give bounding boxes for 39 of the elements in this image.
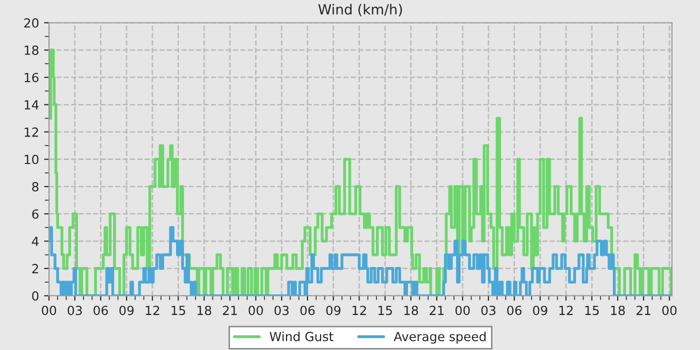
x-tick-label: 18 <box>404 306 418 316</box>
y-tick-label: 16 <box>24 72 38 82</box>
x-tick-label: 06 <box>300 306 315 316</box>
x-tick-label: 18 <box>611 306 625 316</box>
x-tick-label: 06 <box>507 306 522 316</box>
y-tick-label: 2 <box>32 264 38 274</box>
legend-label: Wind Gust <box>270 332 334 342</box>
x-tick-label: 12 <box>352 306 366 315</box>
x-tick-label: 21 <box>430 306 444 315</box>
x-tick-label: 09 <box>326 306 340 316</box>
x-tick-label: 12 <box>559 306 573 315</box>
x-tick-label: 12 <box>146 306 160 315</box>
x-tick-label: 03 <box>68 306 82 316</box>
y-tick-label: 20 <box>24 18 38 28</box>
x-tick-label: 09 <box>119 306 134 316</box>
y-tick-label: 10 <box>24 154 38 164</box>
y-tick-label: 14 <box>24 100 39 110</box>
y-tick-label: 8 <box>32 182 38 192</box>
x-tick-label: 15 <box>172 306 186 316</box>
y-tick-label: 18 <box>24 46 38 55</box>
y-tick-label: 4 <box>32 236 39 246</box>
legend-label: Average speed <box>394 332 486 344</box>
x-tick-label: 15 <box>378 306 392 316</box>
x-tick-label: 00 <box>455 306 470 316</box>
y-tick-label: 12 <box>24 127 38 137</box>
x-tick-label: 00 <box>248 306 263 316</box>
chart-title: Wind (km/h) <box>318 4 402 16</box>
x-tick-label: 00 <box>662 306 677 316</box>
y-tick-label: 6 <box>32 209 38 219</box>
y-tick-label: 0 <box>32 291 38 301</box>
x-tick-label: 09 <box>533 306 548 316</box>
x-tick-label: 03 <box>481 306 496 316</box>
x-tick-label: 21 <box>636 306 650 315</box>
x-tick-label: 18 <box>198 306 212 316</box>
x-tick-label: 15 <box>585 306 599 316</box>
x-tick-label: 21 <box>222 306 237 315</box>
x-tick-label: 03 <box>274 306 289 316</box>
x-tick-label: 00 <box>42 306 56 316</box>
x-tick-label: 06 <box>94 306 108 316</box>
